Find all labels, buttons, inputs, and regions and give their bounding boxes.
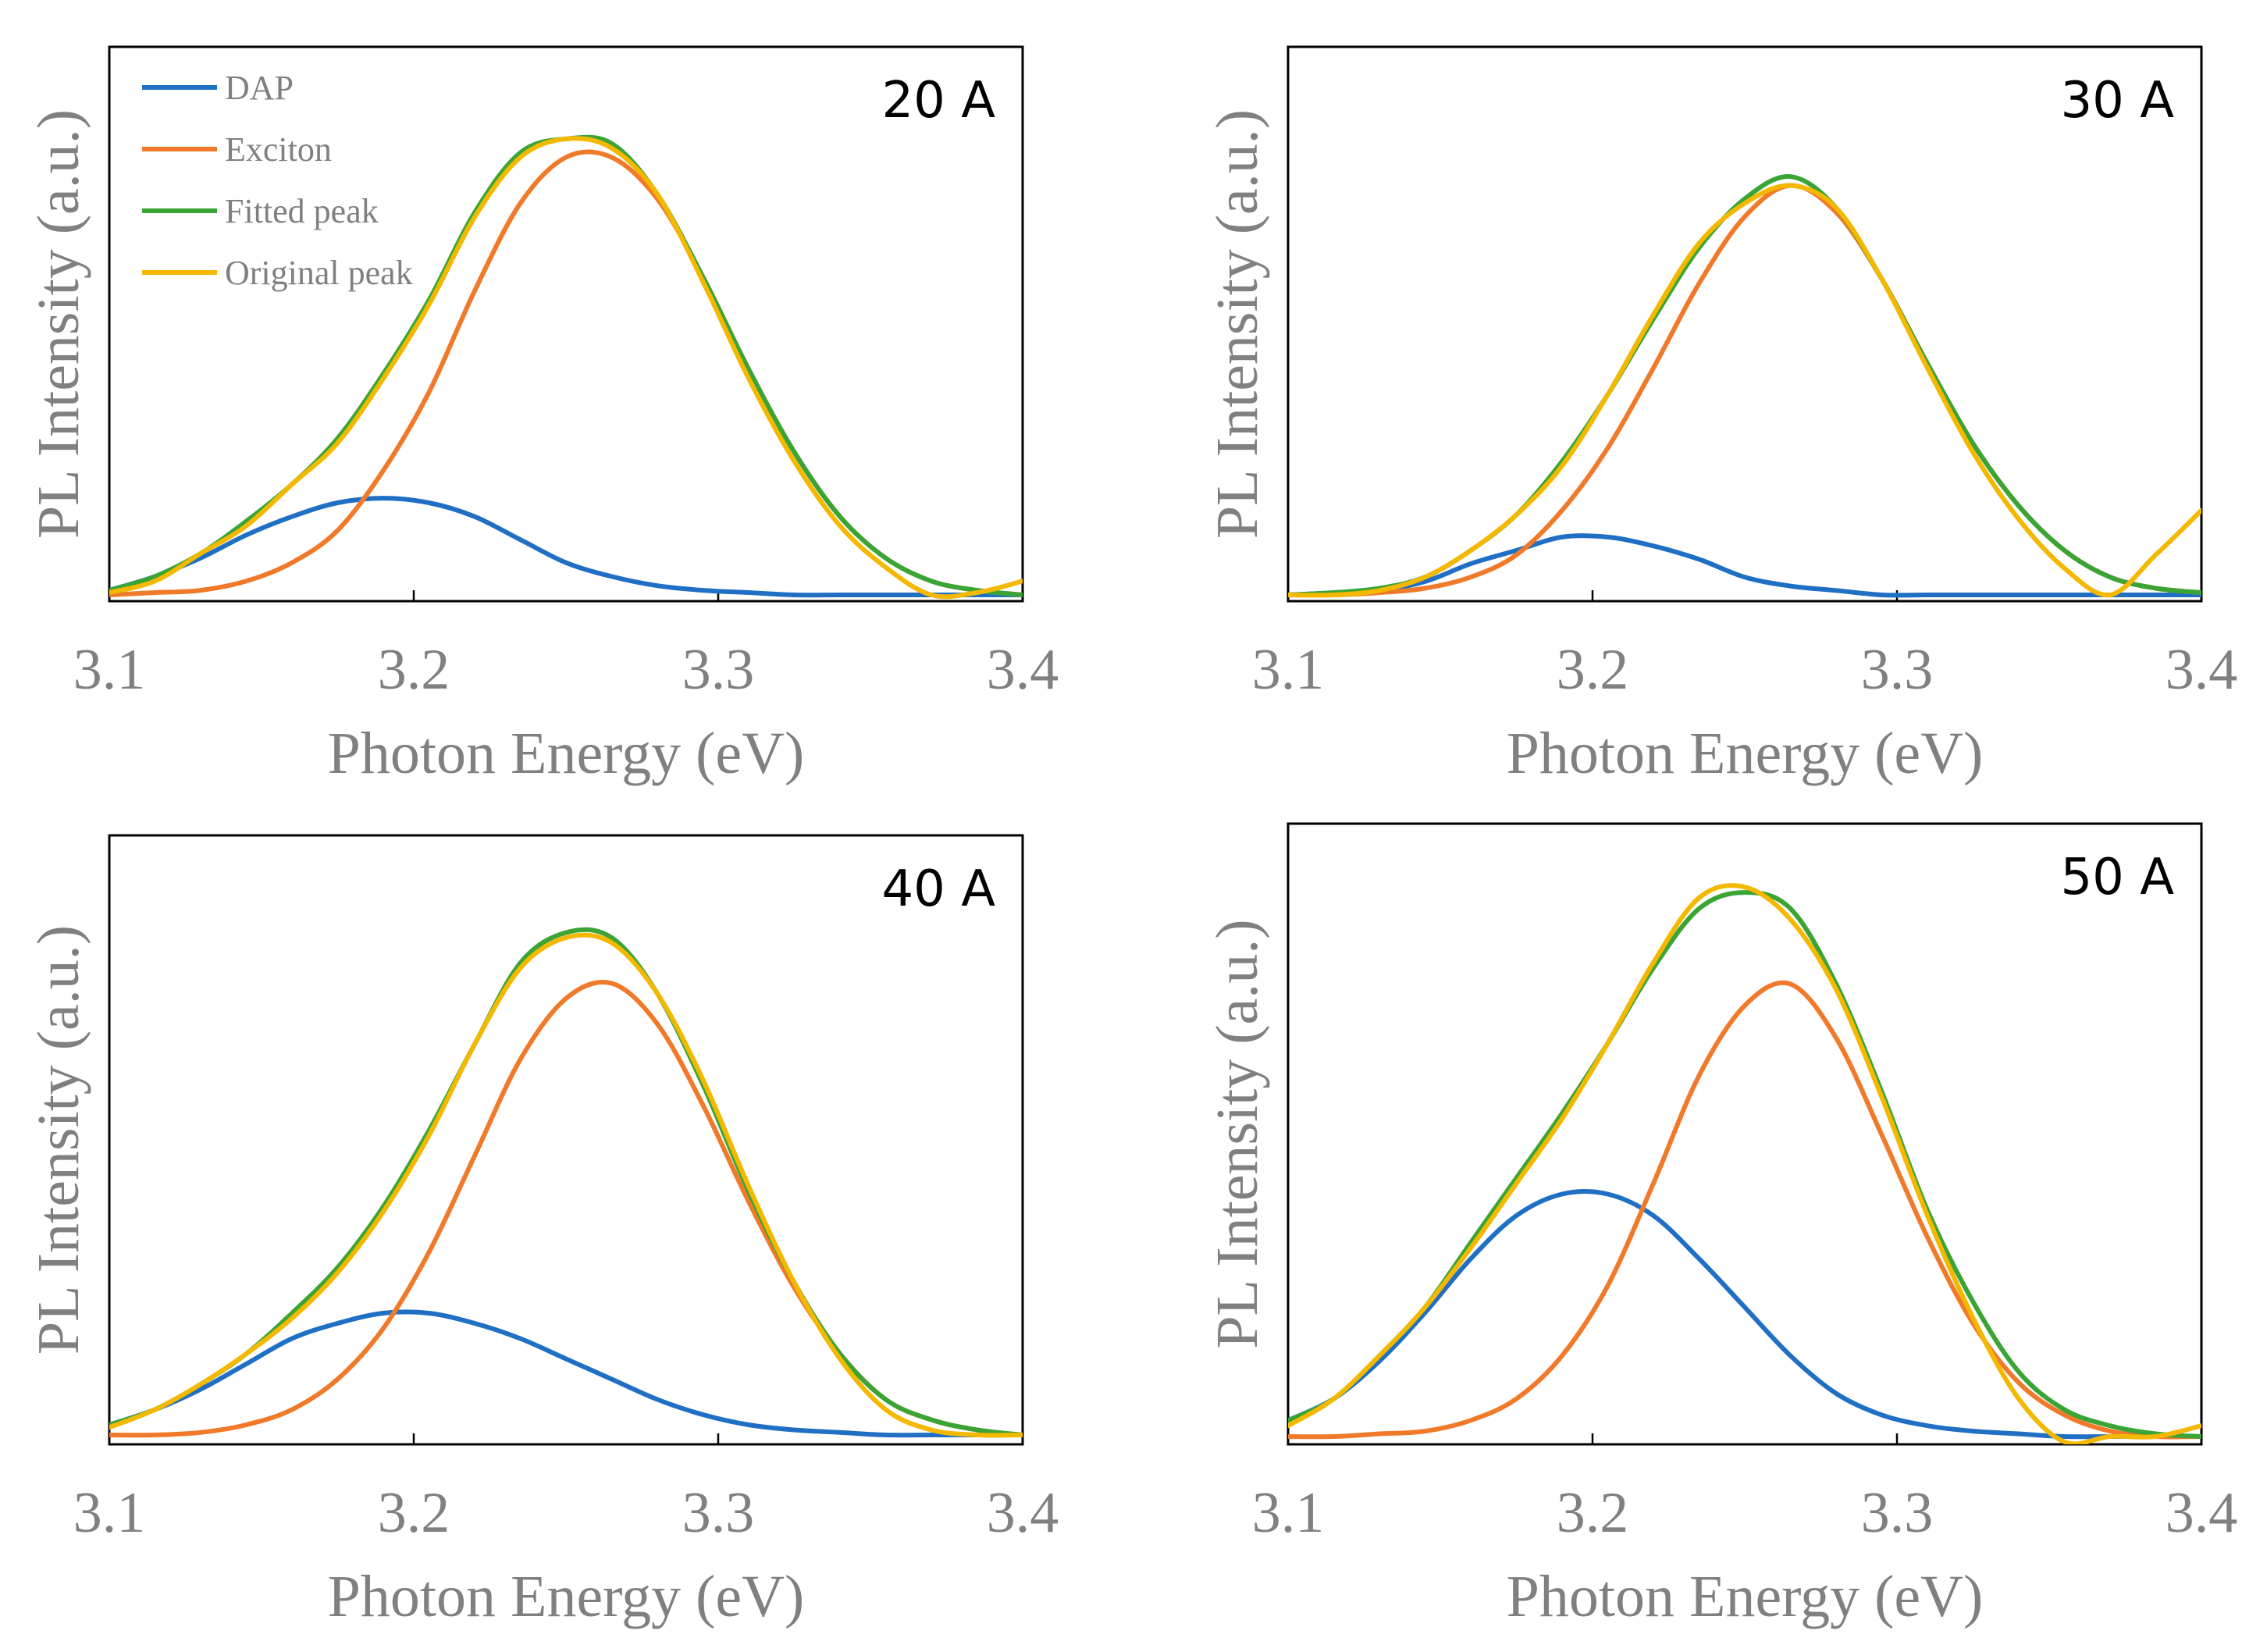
legend-entry: Fitted peak (225, 192, 379, 230)
legend: DAP Exciton Fitted peak Original peak (142, 69, 413, 292)
series-line-original-peak (1288, 883, 2201, 1444)
series-line-dap (1288, 533, 2201, 598)
chart-panel: 3.1 3.2 3.3 3.4 Photon Energy (eV) PL Intensi… (26, 834, 1059, 1629)
x-axis-label: Photon Energy (eV) (328, 721, 805, 786)
x-tick-label: 3.3 (1861, 638, 1934, 702)
chart-panel: 3.1 3.2 3.3 3.4 Photon Energy (eV) PL Intensi… (1205, 45, 2238, 786)
x-tick-label: 3.2 (1557, 638, 1629, 702)
y-axis-label: PL Intensity (a.u.) (26, 925, 91, 1355)
x-axis-label: Photon Energy (eV) (1507, 721, 1984, 786)
x-tick-label: 3.1 (73, 638, 146, 702)
x-axis-label: Photon Energy (eV) (328, 1564, 805, 1629)
x-tick-label: 3.4 (2166, 1481, 2238, 1545)
series-group (109, 134, 1023, 600)
series-line-dap (1288, 1189, 2201, 1440)
panels: 3.1 3.2 3.3 3.4 Photon Energy (eV) PL Intensi… (26, 45, 2238, 1629)
plot-frame (1287, 822, 2203, 1446)
chart-panel: 3.1 3.2 3.3 3.4 Photon Energy (eV) PL Intensi… (1205, 822, 2238, 1629)
x-tick-label: 3.4 (987, 1481, 1059, 1545)
x-tick-label: 3.3 (682, 1481, 755, 1545)
series-line-original-peak (109, 932, 1023, 1438)
series-line-exciton (109, 979, 1023, 1438)
series-line-exciton (1288, 183, 2201, 598)
legend-entry: Exciton (225, 130, 332, 169)
series-line-fitted-peak (1288, 890, 2201, 1439)
legend-entry: Original peak (225, 254, 413, 292)
panel-label: 50 A (2060, 849, 2174, 906)
x-tick-label: 3.1 (1252, 638, 1325, 702)
series-line-dap (109, 1309, 1023, 1438)
x-tick-label: 3.3 (682, 638, 755, 702)
x-tick-label: 3.4 (987, 638, 1059, 702)
y-axis-label: PL Intensity (a.u.) (26, 109, 91, 539)
series-line-original-peak (109, 136, 1023, 600)
x-tick-label: 3.3 (1861, 1481, 1934, 1545)
x-tick-label: 3.4 (2166, 638, 2238, 702)
y-axis-label: PL Intensity (a.u.) (1205, 919, 1270, 1348)
panel-label: 20 A (881, 72, 995, 130)
y-axis-label: PL Intensity (a.u.) (1205, 109, 1270, 539)
series-group (1288, 174, 2201, 598)
series-line-exciton (1288, 980, 2201, 1440)
panel-label: 30 A (2060, 72, 2174, 130)
chart-panel: 3.1 3.2 3.3 3.4 Photon Energy (eV) PL Intensi… (26, 45, 1059, 786)
plot-frame (108, 45, 1024, 603)
series-group (1288, 883, 2201, 1444)
x-tick-label: 3.1 (1252, 1481, 1325, 1545)
x-tick-label: 3.2 (1557, 1481, 1629, 1545)
plot-frame (1287, 45, 2203, 603)
series-line-original-peak (1288, 183, 2201, 598)
x-tick-label: 3.2 (378, 1481, 450, 1545)
plot-frame (108, 834, 1024, 1446)
x-tick-label: 3.2 (378, 638, 450, 702)
legend-entry: DAP (225, 69, 294, 107)
x-tick-label: 3.1 (73, 1481, 146, 1545)
series-line-fitted-peak (109, 927, 1023, 1437)
panel-label: 40 A (881, 860, 995, 918)
series-line-fitted-peak (1288, 174, 2201, 597)
series-line-dap (109, 496, 1023, 598)
series-group (109, 927, 1023, 1438)
x-axis-label: Photon Energy (eV) (1507, 1564, 1984, 1629)
